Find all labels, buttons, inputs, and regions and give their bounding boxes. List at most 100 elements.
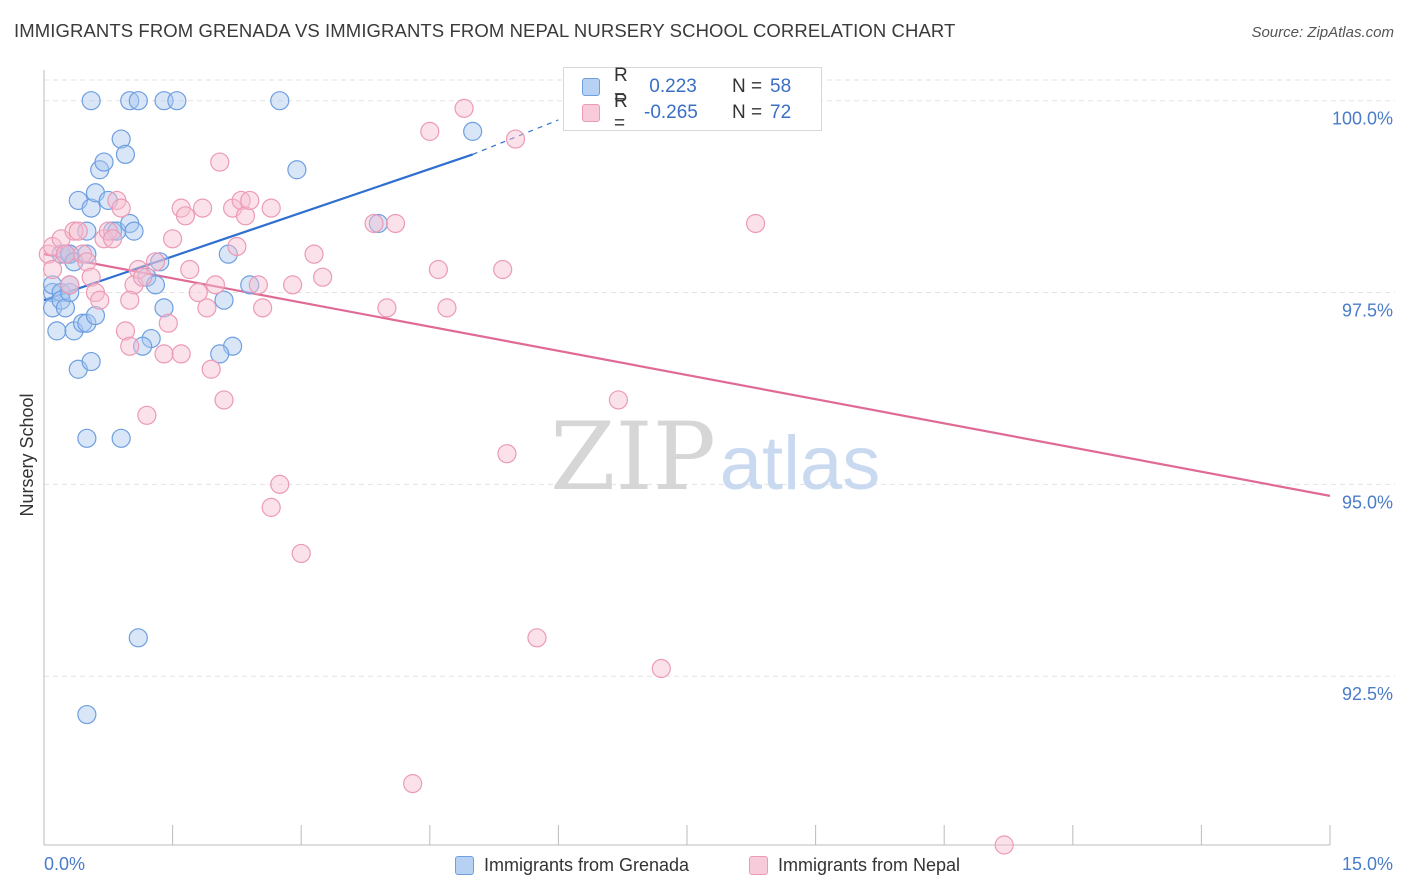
grenada-point <box>124 221 144 241</box>
nepal-point <box>163 229 183 249</box>
nepal-point <box>77 252 97 272</box>
nepal-point <box>175 206 196 226</box>
grenada-n-label: N = <box>732 76 763 97</box>
grenada-point <box>81 351 101 372</box>
bottom-nepal-label: Immigrants from Nepal <box>778 854 961 875</box>
nepal-point <box>154 344 174 364</box>
nepal-point <box>283 275 303 295</box>
nepal-point <box>81 267 101 287</box>
y-tick-label: 100.0% <box>1332 109 1393 129</box>
grenada-point <box>463 121 483 141</box>
nepal-point <box>454 98 474 118</box>
grenada-point <box>111 129 131 149</box>
grenada-trendline <box>43 153 474 302</box>
nepal-point <box>201 359 221 379</box>
grenada-point <box>77 704 97 725</box>
nepal-point <box>42 259 63 280</box>
grenada-r-value: 0.223 <box>644 76 697 97</box>
watermark-atlas: atlas <box>720 421 881 506</box>
nepal-point <box>240 190 260 211</box>
nepal-point <box>132 267 153 287</box>
nepal-point <box>291 543 311 564</box>
grenada-point <box>94 152 114 172</box>
nepal-point <box>145 252 166 272</box>
bottom-grenada-swatch <box>455 855 474 875</box>
nepal-n-value: 72 <box>770 102 792 123</box>
grenada-point <box>287 160 307 180</box>
grenada-point <box>85 305 106 326</box>
grenada-point <box>128 628 148 648</box>
stats-legend: R = 0.223 N = 58 R = -0.265 N = 72 <box>563 65 822 134</box>
chart-title: IMMIGRANTS FROM GRENADA VS IMMIGRANTS FR… <box>14 20 956 41</box>
legend-row-nepal: R = -0.265 N = 72 <box>582 91 792 134</box>
grenada-point <box>81 91 101 111</box>
y-axis-label: Nursery School <box>17 393 37 516</box>
nepal-swatch <box>582 104 600 122</box>
grenada-point <box>47 321 67 341</box>
grenada-swatch <box>582 78 600 96</box>
nepal-point <box>304 244 324 264</box>
nepal-point <box>261 497 281 517</box>
nepal-point <box>64 221 84 241</box>
nepal-point <box>197 298 217 318</box>
nepal-point <box>385 213 406 234</box>
nepal-point <box>111 198 131 218</box>
nepal-point <box>214 390 234 410</box>
nepal-point <box>364 213 384 234</box>
nepal-point <box>120 336 140 356</box>
nepal-point <box>261 198 281 218</box>
grenada-point <box>210 344 230 364</box>
axes <box>43 70 1331 846</box>
nepal-r-label: R = <box>614 91 628 134</box>
grenada-point <box>60 282 80 303</box>
nepal-point <box>235 206 256 226</box>
grenada-n-value: 58 <box>770 76 792 97</box>
nepal-point <box>497 444 517 464</box>
nepal-point <box>313 267 333 287</box>
nepal-point <box>210 152 230 172</box>
nepal-point <box>994 835 1014 855</box>
nepal-point <box>651 658 671 679</box>
bottom-grenada-label: Immigrants from Grenada <box>484 854 690 875</box>
grenada-point <box>128 91 148 111</box>
nepal-point <box>90 290 110 310</box>
grenada-point <box>115 144 136 165</box>
grenada-point <box>150 252 170 272</box>
nepal-point <box>180 259 200 280</box>
y-tick-label: 95.0% <box>1342 492 1393 512</box>
nepal-point <box>527 628 547 648</box>
bottom-nepal-swatch <box>749 855 768 875</box>
nepal-point <box>745 213 766 234</box>
y-tick-label: 97.5% <box>1342 301 1393 321</box>
nepal-point <box>102 229 123 249</box>
grenada-point <box>81 198 101 218</box>
nepal-point <box>55 244 76 264</box>
nepal-n-label: N = <box>732 102 763 123</box>
x-tick-label: 15.0% <box>1342 854 1393 874</box>
bottom-legend-nepal: Immigrants from Nepal <box>749 852 960 878</box>
nepal-point <box>428 259 448 280</box>
nepal-point <box>227 236 247 257</box>
legend-row-grenada: R = 0.223 N = 58 <box>582 65 792 108</box>
watermark-zip: ZIP <box>550 403 716 512</box>
y-tick-label: 92.5% <box>1342 684 1393 704</box>
grenada-point <box>214 290 234 310</box>
grenada-point <box>111 428 131 448</box>
tick-labels: 92.5% 95.0% 97.5% 100.0% 0.0% 15.0% <box>44 109 1393 874</box>
nepal-point <box>158 313 178 333</box>
nepal-point <box>420 121 440 141</box>
source-label: Source: ZipAtlas.com <box>1251 24 1394 41</box>
nepal-point <box>205 275 226 295</box>
bottom-legend-grenada: Immigrants from Grenada <box>455 852 689 878</box>
nepal-point <box>377 298 397 318</box>
nepal-point <box>253 298 273 318</box>
grenada-r-label: R = <box>614 65 628 108</box>
grenada-point <box>154 298 174 318</box>
nepal-point <box>505 129 526 149</box>
grenada-point <box>167 91 187 111</box>
grenada-point <box>55 298 76 318</box>
grenada-point <box>77 244 97 264</box>
nepal-point <box>188 282 208 303</box>
nepal-point <box>193 198 213 218</box>
